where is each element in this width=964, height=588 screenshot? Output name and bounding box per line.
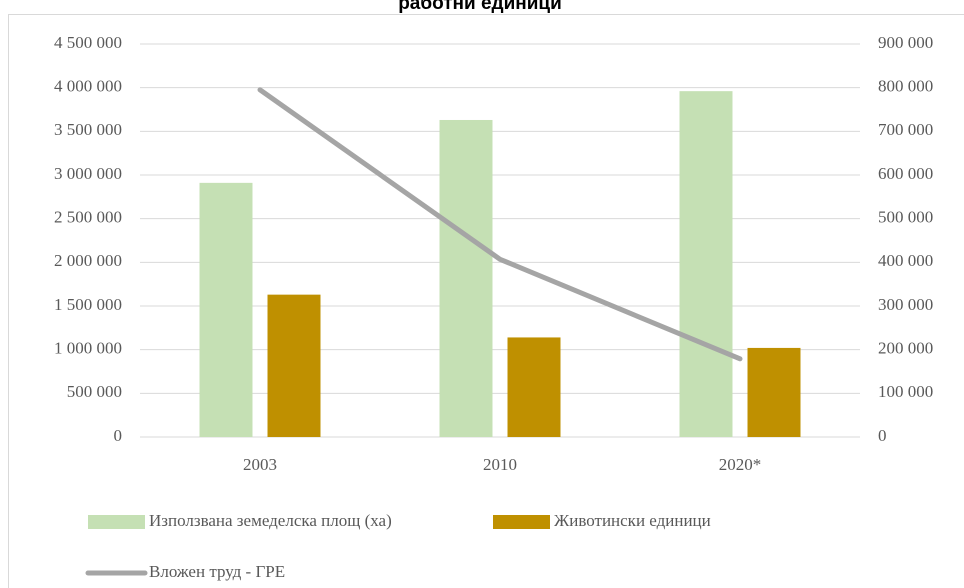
y-tick-label: 4 500 000 [54,33,122,52]
x-tick-label: 2003 [243,455,277,474]
y2-tick-label: 600 000 [878,164,933,183]
y2-tick-label: 400 000 [878,251,933,270]
bar [199,182,253,437]
bar [267,294,321,437]
x-tick-label: 2020* [719,455,762,474]
y-tick-label: 1 500 000 [54,295,122,314]
y-tick-label: 4 000 000 [54,77,122,96]
chart-border [8,14,964,588]
y-tick-label: 2 000 000 [54,251,122,270]
x-tick-label: 2010 [483,455,517,474]
y2-tick-label: 900 000 [878,33,933,52]
y-tick-label: 2 500 000 [54,208,122,227]
y2-tick-label: 300 000 [878,295,933,314]
legend-label: Използвана земеделска площ (ха) [149,511,392,530]
line [257,87,743,362]
chart-title: работни единици [398,0,562,14]
bar [507,337,561,437]
y2-tick-label: 0 [878,426,887,445]
y-tick-label: 3 500 000 [54,120,122,139]
legend-swatch [493,515,550,529]
bar [439,119,493,437]
legend-label: Вложен труд - ГРЕ [149,562,285,581]
bar [747,347,801,437]
y2-tick-label: 700 000 [878,120,933,139]
y2-tick-label: 100 000 [878,382,933,401]
legend-swatch [88,515,145,529]
y2-tick-label: 500 000 [878,208,933,227]
legend-label: Животински единици [554,511,711,530]
y2-tick-label: 200 000 [878,339,933,358]
y-tick-label: 1 000 000 [54,339,122,358]
bar [679,91,733,437]
y-tick-label: 3 000 000 [54,164,122,183]
y2-tick-label: 800 000 [878,77,933,96]
y-tick-label: 500 000 [67,382,122,401]
y-tick-label: 0 [114,426,123,445]
